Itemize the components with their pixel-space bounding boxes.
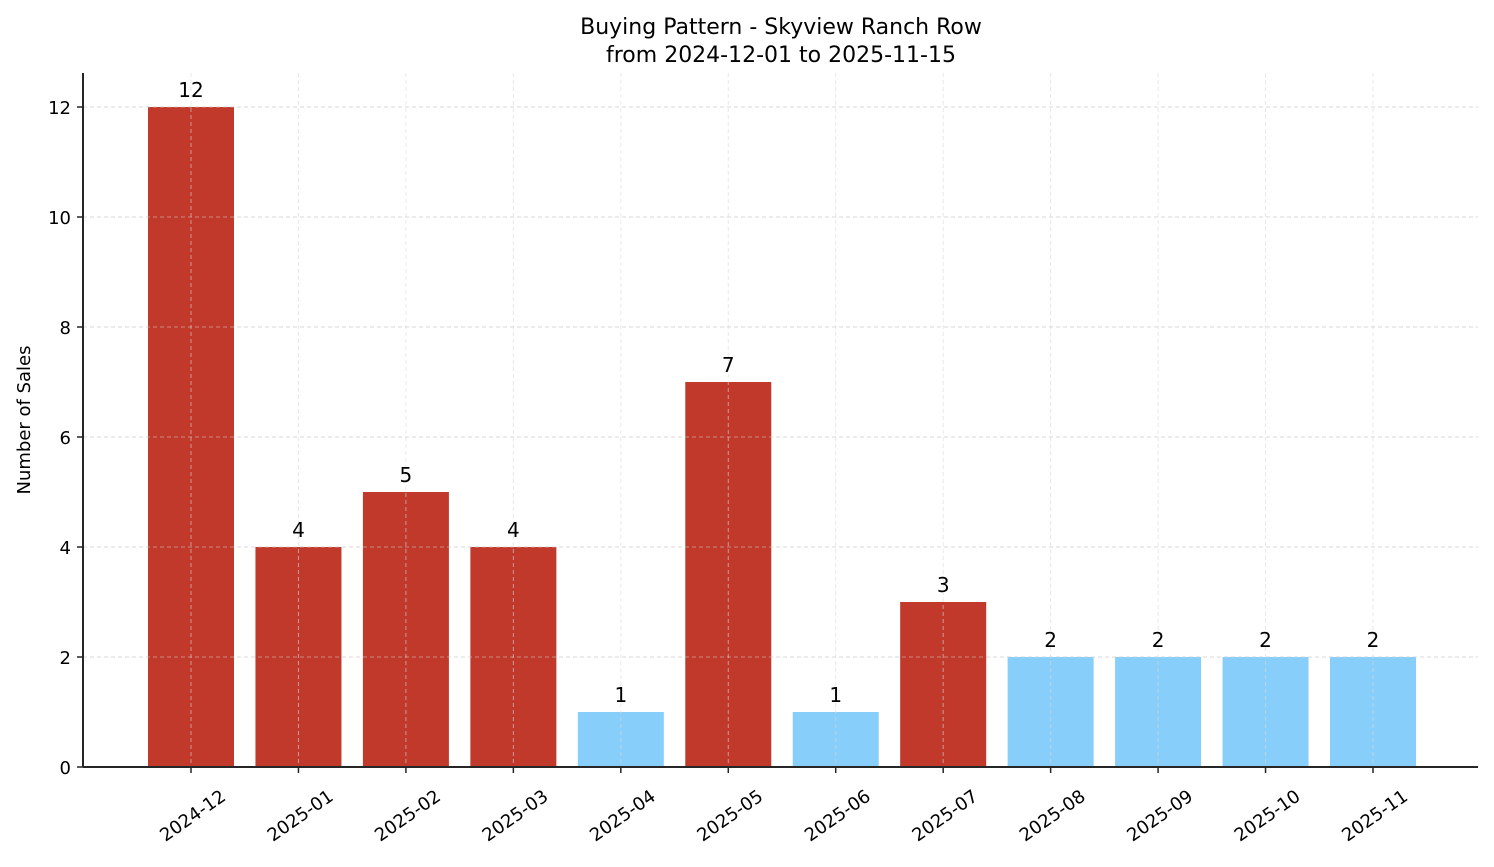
x-tick-label: 2025-05 — [693, 786, 767, 846]
y-tick-label: 0 — [60, 758, 71, 779]
y-tick-label: 8 — [60, 318, 71, 339]
data-label: 5 — [400, 463, 413, 487]
x-tick-label: 2025-07 — [908, 786, 982, 846]
x-tick-label: 2025-11 — [1338, 786, 1412, 846]
data-label: 2 — [1367, 628, 1380, 652]
y-axis-ticks: 0 2 4 6 8 10 12 — [48, 98, 83, 779]
data-label: 4 — [507, 518, 520, 542]
y-tick-label: 10 — [48, 208, 71, 229]
data-label: 2 — [1259, 628, 1272, 652]
data-label: 4 — [292, 518, 305, 542]
x-tick-label: 2025-10 — [1231, 786, 1305, 846]
data-label: 3 — [937, 573, 950, 597]
y-tick-label: 12 — [48, 98, 71, 119]
y-tick-label: 2 — [60, 648, 71, 669]
data-label: 1 — [829, 683, 842, 707]
chart-title: Buying Pattern - Skyview Ranch Row — [580, 15, 982, 40]
data-label: 2 — [1044, 628, 1057, 652]
y-tick-label: 4 — [60, 538, 71, 559]
x-tick-label: 2025-03 — [479, 786, 553, 846]
x-tick-label: 2025-04 — [586, 786, 660, 846]
axes — [82, 73, 1478, 768]
x-axis-ticks: 2024-12 2025-01 2025-02 2025-03 2025-04 2025-… — [156, 767, 1412, 846]
x-tick-label: 2025-06 — [801, 786, 875, 846]
data-label: 2 — [1152, 628, 1165, 652]
x-tick-label: 2025-08 — [1016, 786, 1090, 846]
x-tick-label: 2024-12 — [156, 786, 230, 846]
vertical-gridlines — [83, 73, 1478, 767]
x-tick-label: 2025-01 — [264, 786, 338, 846]
data-label: 7 — [722, 353, 735, 377]
x-tick-label: 2025-09 — [1123, 786, 1197, 846]
data-label: 1 — [614, 683, 627, 707]
chart-subtitle: from 2024-12-01 to 2025-11-15 — [606, 43, 956, 68]
x-tick-label: 2025-02 — [371, 786, 445, 846]
y-tick-label: 6 — [60, 428, 71, 449]
y-axis-label: Number of Sales — [14, 345, 35, 494]
data-label: 12 — [178, 78, 203, 102]
